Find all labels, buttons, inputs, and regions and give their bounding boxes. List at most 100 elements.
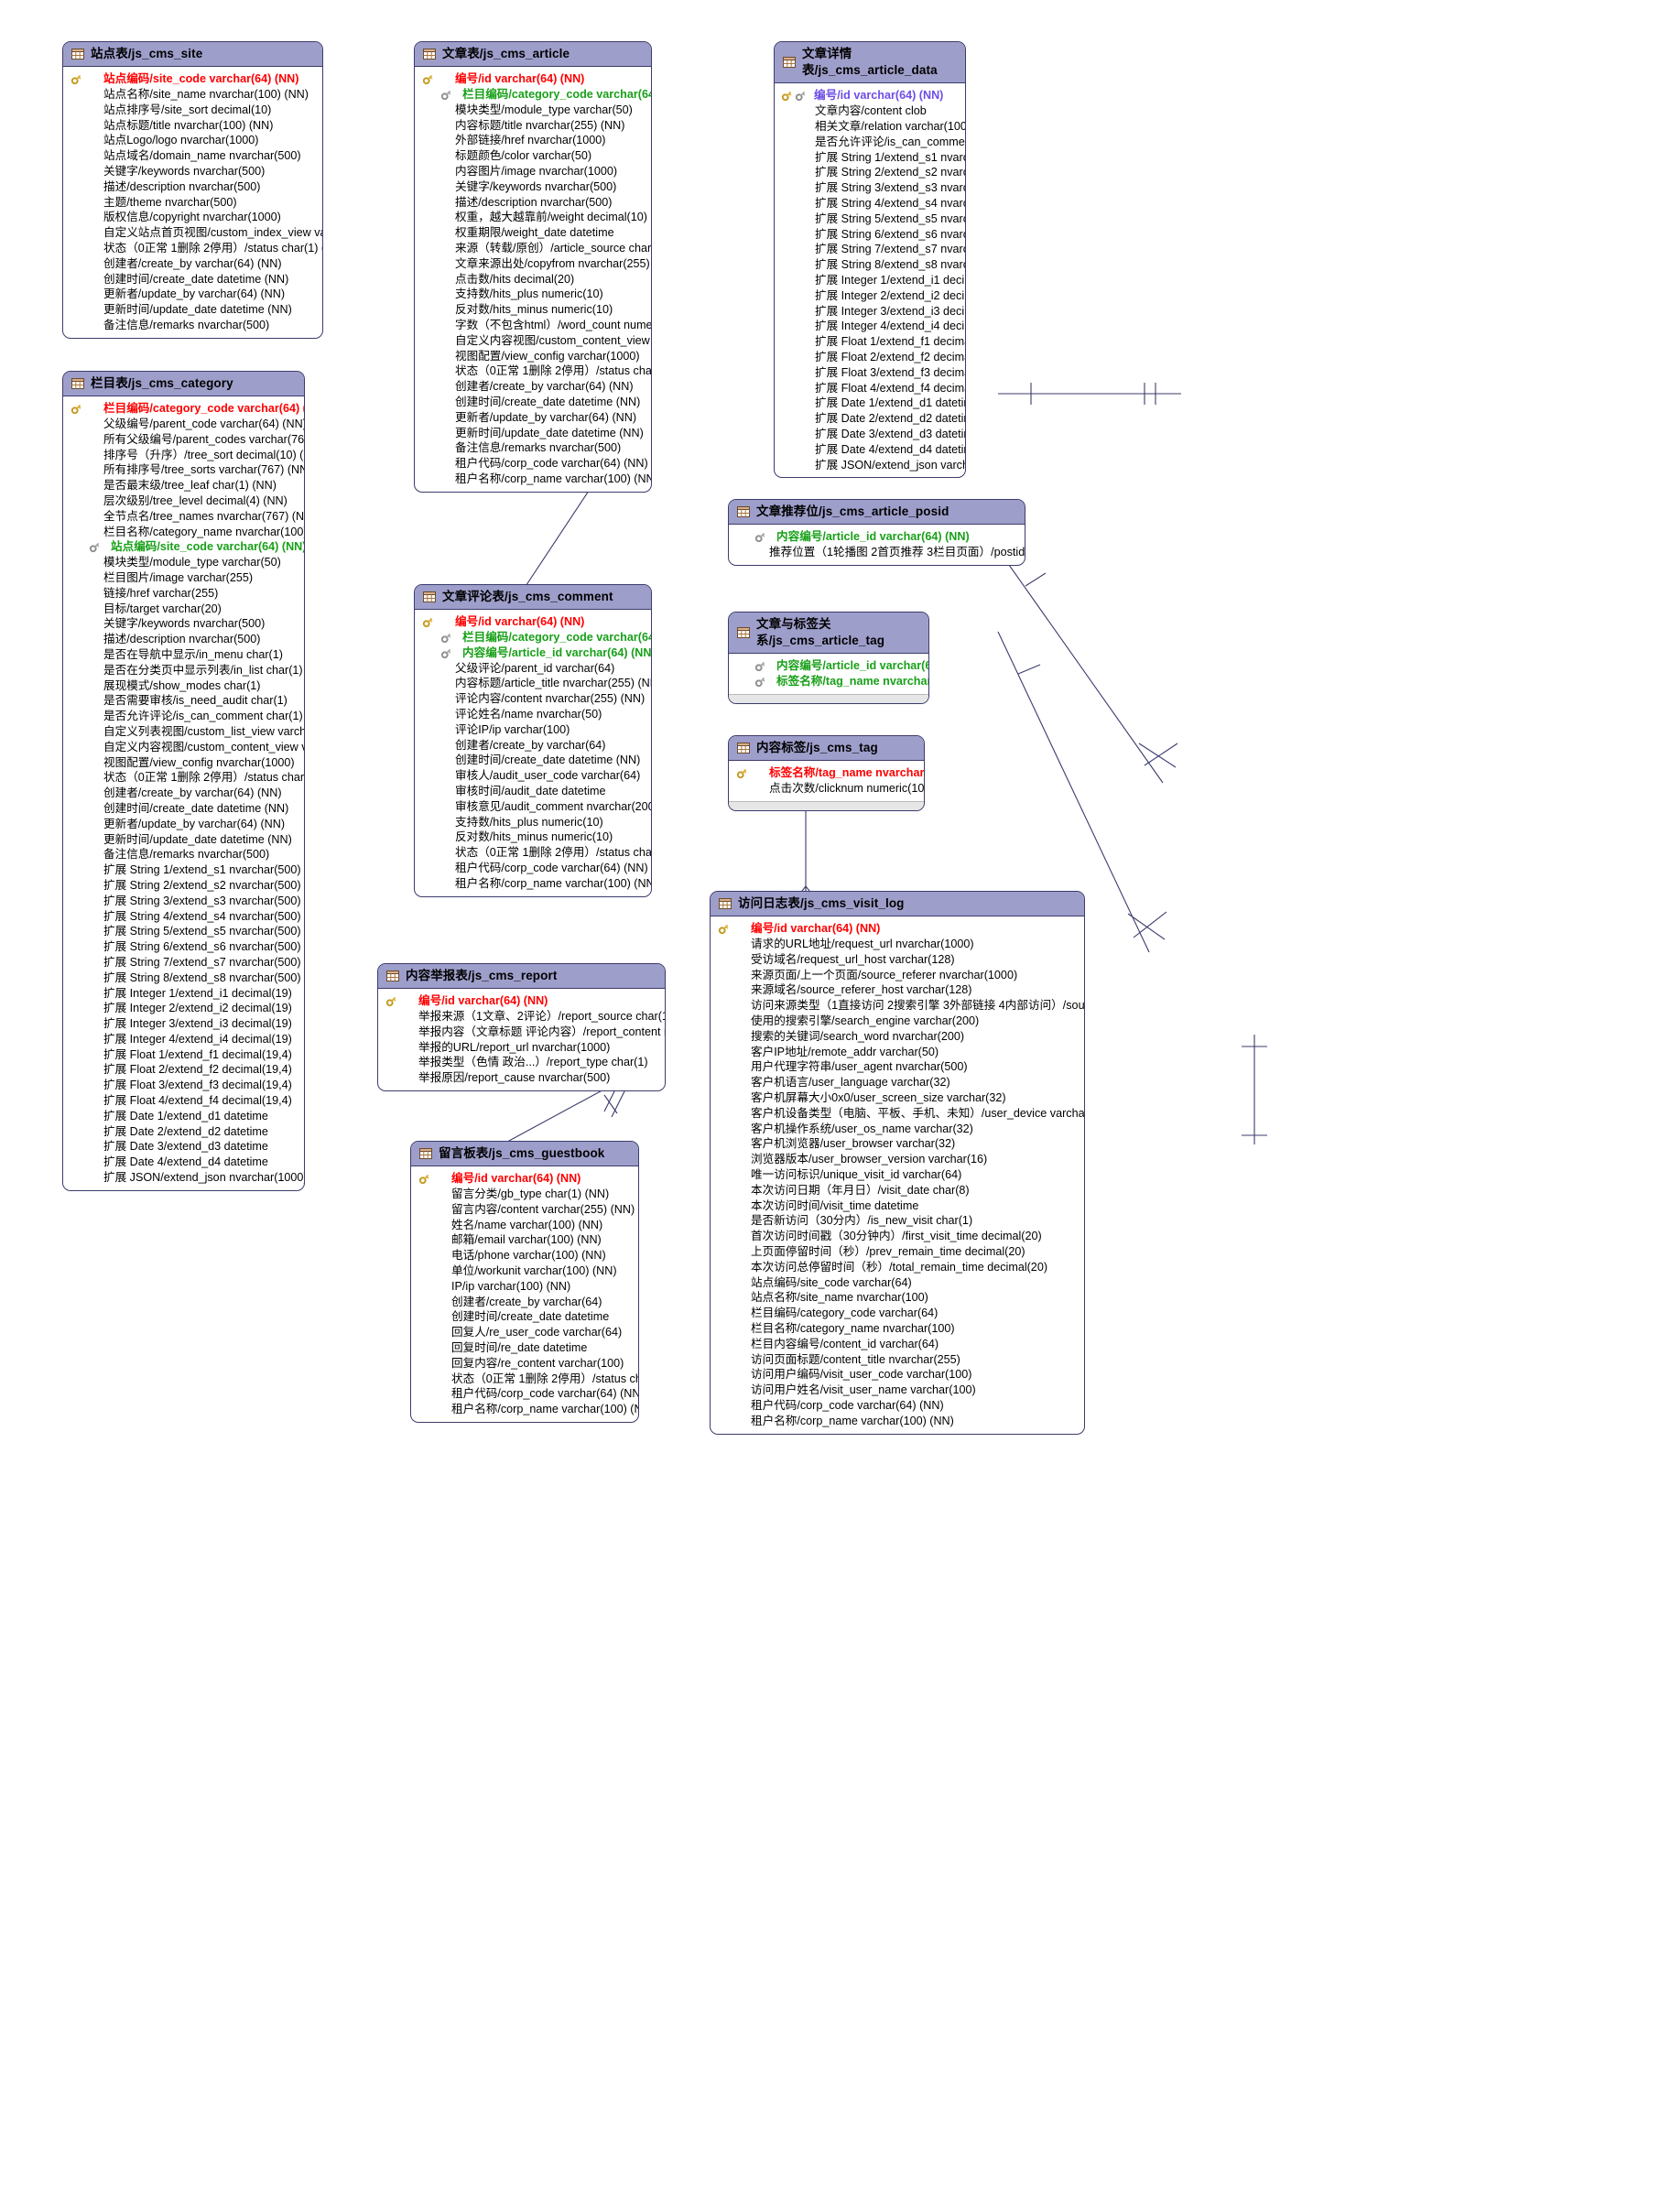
fk-key-cell xyxy=(734,676,776,688)
field-row: 链接/href varchar(255) xyxy=(69,586,298,602)
field-row: 扩展 Integer 2/extend_i2 decimal(19) xyxy=(780,288,965,304)
field-row: 是否最末级/tree_leaf char(1) (NN) xyxy=(69,478,298,493)
field-row: 状态（0正常 1删除 2停用）/status char(1) (NN) xyxy=(420,845,651,861)
field-label: 扩展 Integer 4/extend_i4 decimal(19) xyxy=(103,1032,292,1046)
field-label: 自定义内容视图/custom_content_view varchar(255) xyxy=(103,740,304,754)
field-row: 客户机设备类型（电脑、平板、手机、未知）/user_device varchar… xyxy=(716,1106,1084,1122)
entity-header: 文章评论表/js_cms_comment xyxy=(415,585,651,611)
entity-title-guestbook: 留言板表/js_cms_guestbook xyxy=(439,1146,605,1160)
field-label: 本次访问总停留时间（秒）/total_remain_time decimal(2… xyxy=(751,1260,1048,1274)
field-label: 客户IP地址/remote_addr varchar(50) xyxy=(751,1045,939,1058)
field-row: 首次访问时间戳（30分钟内）/first_visit_time decimal(… xyxy=(716,1229,1079,1244)
field-label: 内容标题/article_title nvarchar(255) (NN) xyxy=(455,677,652,690)
entity-category[interactable]: 栏目表/js_cms_category 栏目编码/category_code v… xyxy=(62,371,305,1191)
field-label: 扩展 Float 4/extend_f4 decimal(19,4) xyxy=(103,1094,292,1108)
pk-fk-key-cell xyxy=(780,90,814,102)
field-label: 扩展 String 8/extend_s8 nvarchar(500) xyxy=(103,970,301,984)
pk-key-cell xyxy=(734,767,769,779)
field-label: 唯一访问标识/unique_visit_id varchar(64) xyxy=(751,1167,962,1181)
field-label: 审核意见/audit_comment nvarchar(200) xyxy=(455,799,652,813)
field-label: 栏目编码/category_code varchar(64) xyxy=(751,1307,939,1320)
field-row: 扩展 Float 3/extend_f3 decimal(19,4) xyxy=(69,1078,298,1093)
field-row: 站点编码/site_code varchar(64) xyxy=(716,1275,1079,1291)
field-row: 编号/id varchar(64) (NN) xyxy=(420,71,646,87)
field-label: 扩展 Float 4/extend_f4 decimal(19,4) xyxy=(815,381,965,395)
field-row: 栏目编码/category_code varchar(64) (NN) xyxy=(420,87,651,103)
field-label: 举报原因/report_cause nvarchar(500) xyxy=(418,1071,611,1085)
field-row: 是否在导航中显示/in_menu char(1) xyxy=(69,647,298,663)
entity-comment[interactable]: 文章评论表/js_cms_comment 编号/id varchar(64) (… xyxy=(414,584,652,897)
field-label: 扩展 String 3/extend_s3 nvarchar(500) xyxy=(103,894,301,907)
field-row: 回复人/re_user_code varchar(64) xyxy=(417,1325,633,1340)
field-row: 扩展 String 7/extend_s7 nvarchar(500) xyxy=(69,955,301,970)
field-label: 扩展 String 7/extend_s7 nvarchar(500) xyxy=(815,243,965,256)
field-label: 举报来源（1文章、2评论）/report_source char(1) xyxy=(418,1010,666,1024)
field-row: 自定义内容视图/custom_content_view varchar(255) xyxy=(420,333,651,349)
field-label: 扩展 Integer 3/extend_i3 decimal(19) xyxy=(815,304,965,318)
field-label: 回复人/re_user_code varchar(64) xyxy=(451,1326,623,1339)
field-row: 举报原因/report_cause nvarchar(500) xyxy=(384,1070,659,1086)
field-label: 扩展 String 4/extend_s4 nvarchar(500) xyxy=(815,197,965,211)
field-label: 扩展 Float 2/extend_f2 decimal(19,4) xyxy=(103,1063,292,1077)
field-label: 访问来源类型（1直接访问 2搜索引擎 3外部链接 4内部访问）/source_t… xyxy=(751,999,1085,1013)
field-row: 站点Logo/logo nvarchar(1000) xyxy=(69,133,317,148)
entity-fields-visit_log: 编号/id varchar(64) (NN) 请求的URL地址/request_u… xyxy=(711,916,1084,1433)
field-label: 访问用户姓名/visit_user_name varchar(100) xyxy=(751,1383,976,1397)
field-row: 内容标题/title nvarchar(255) (NN) xyxy=(420,118,646,134)
field-label: 推荐位置（1轮播图 2首页推荐 3栏目页面）/postid char(1) (N… xyxy=(769,546,1025,559)
field-label: 栏目内容编号/content_id varchar(64) xyxy=(751,1337,939,1350)
field-label: 状态（0正常 1删除 2停用）/status char(1) (NN) xyxy=(455,364,652,378)
entity-article_posid[interactable]: 文章推荐位/js_cms_article_posid 内容编号/article_… xyxy=(728,499,1025,566)
field-label: 状态（0正常 1删除 2停用）/status char(1) (NN) xyxy=(103,241,323,255)
entity-guestbook[interactable]: 留言板表/js_cms_guestbook 编号/id varchar(64) … xyxy=(410,1141,639,1423)
field-label: 来源（转载/原创）/article_source char(1) xyxy=(455,241,652,255)
field-row: 创建者/create_by varchar(64) (NN) xyxy=(69,256,317,272)
entity-fields-article: 编号/id varchar(64) (NN) 栏目编码/category_code… xyxy=(415,67,651,492)
entity-visit_log[interactable]: 访问日志表/js_cms_visit_log 编号/id varchar(64)… xyxy=(710,891,1085,1435)
entity-header: 站点表/js_cms_site xyxy=(63,42,322,68)
field-row: 回复内容/re_content varchar(100) xyxy=(417,1356,633,1372)
field-label: 站点编码/site_code varchar(64) xyxy=(751,1275,912,1289)
entity-article_tag[interactable]: 文章与标签关系/js_cms_article_tag 内容编号/article_… xyxy=(728,612,929,705)
field-label: 更新者/update_by varchar(64) (NN) xyxy=(103,817,286,830)
field-row: 站点编码/site_code varchar(64) (NN) xyxy=(69,539,304,555)
field-row: 扩展 Integer 4/extend_i4 decimal(19) xyxy=(69,1032,298,1047)
field-row: 点击数/hits decimal(20) xyxy=(420,272,646,287)
entity-tag[interactable]: 内容标签/js_cms_tag 标签名称/tag_name nvarchar(2… xyxy=(728,735,925,811)
table-icon xyxy=(419,1148,432,1160)
field-label: 扩展 Date 1/extend_d1 datetime xyxy=(103,1109,268,1122)
field-label: 是否在导航中显示/in_menu char(1) xyxy=(103,647,283,661)
field-label: 扩展 Integer 3/extend_i3 decimal(19) xyxy=(103,1017,292,1031)
field-row: 是否新访问（30分内）/is_new_visit char(1) xyxy=(716,1213,1079,1229)
entity-fields-category: 栏目编码/category_code varchar(64) (NN) 父级编号/… xyxy=(63,396,304,1190)
field-label: 站点名称/site_name nvarchar(100) xyxy=(751,1291,928,1305)
field-row: 扩展 Date 3/extend_d3 datetime xyxy=(69,1139,298,1155)
field-row: 姓名/name varchar(100) (NN) xyxy=(417,1218,633,1233)
field-row: 更新者/update_by varchar(64) (NN) xyxy=(69,287,317,302)
table-icon xyxy=(719,898,732,910)
field-label: 备注信息/remarks nvarchar(500) xyxy=(455,441,622,455)
field-label: 内容编号/article_id varchar(64) (NN) xyxy=(776,659,928,673)
field-row: 扩展 Float 1/extend_f1 decimal(19,4) xyxy=(780,334,965,350)
field-label: 字数（不包含html）/word_count numeric(10) xyxy=(455,318,652,331)
field-row: 审核时间/audit_date datetime xyxy=(420,784,646,799)
field-row: 是否允许评论/is_can_comment char(1) xyxy=(780,135,965,150)
field-row: 栏目图片/image varchar(255) xyxy=(69,570,298,586)
entity-article_data[interactable]: 文章详情表/js_cms_article_data 编号/id varchar(… xyxy=(774,41,966,479)
field-row: 创建者/create_by varchar(64) (NN) xyxy=(420,379,646,395)
field-label: 关键字/keywords nvarchar(500) xyxy=(103,165,266,178)
entity-article[interactable]: 文章表/js_cms_article 编号/id varchar(64) (NN… xyxy=(414,41,652,493)
table-icon xyxy=(423,49,436,60)
field-label: 扩展 String 6/extend_s6 nvarchar(500) xyxy=(815,227,965,241)
field-label: 扩展 Float 1/extend_f1 decimal(19,4) xyxy=(815,335,965,349)
gold-key-icon xyxy=(422,73,434,85)
entity-fields-report: 编号/id varchar(64) (NN) 举报来源（1文章、2评论）/repo… xyxy=(378,989,665,1090)
entity-site[interactable]: 站点表/js_cms_site 站点编码/site_code varchar(6… xyxy=(62,41,323,339)
table-icon xyxy=(71,49,84,60)
field-row: 内容编号/article_id varchar(64) (NN) xyxy=(734,658,928,674)
field-row: 模块类型/module_type varchar(50) xyxy=(420,103,646,118)
silver-key-icon xyxy=(89,541,101,553)
entity-report[interactable]: 内容举报表/js_cms_report 编号/id varchar(64) (N… xyxy=(377,963,666,1091)
field-label: 所有排序号/tree_sorts varchar(767) (NN) xyxy=(103,463,305,477)
field-row: 扩展 Integer 4/extend_i4 decimal(19) xyxy=(780,319,965,334)
